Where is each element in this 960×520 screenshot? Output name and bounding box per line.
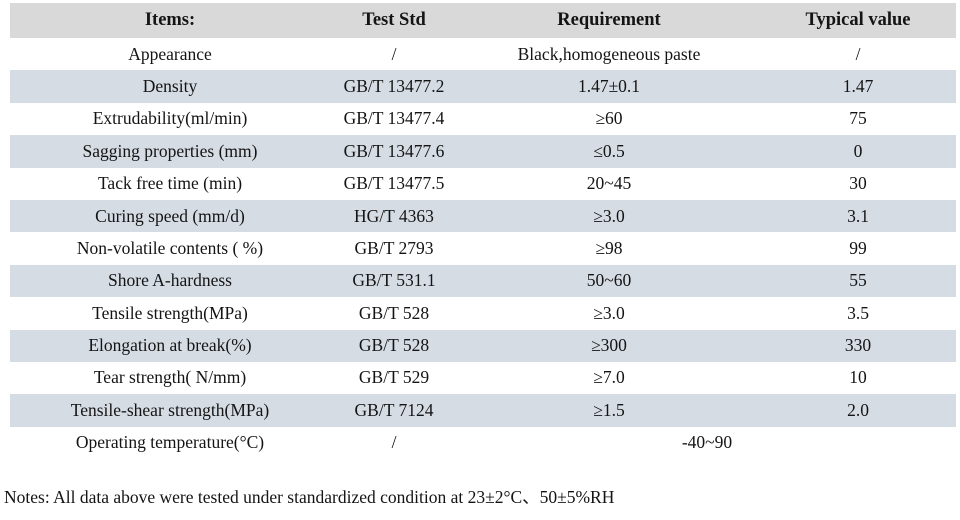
typ-cell: 10 [849,367,867,388]
typ-cell: 3.1 [760,199,956,233]
std-cell: GB/T 13477.6 [330,135,458,168]
req-cell: ≥60 [595,108,623,129]
item-cell: Appearance [128,43,212,64]
req-cell: ≥1.5 [458,394,760,427]
item-cell: Extrudability(ml/min) [92,108,248,129]
notes-text: Notes: All data above were tested under … [4,487,615,507]
std-cell: GB/T 13477.4 [343,108,445,129]
typ-cell: 1.47 [760,70,956,103]
item-cell: Shore A-hardness [10,264,330,298]
std-cell: HG/T 4363 [330,199,458,233]
std-cell: / [391,43,397,64]
col-header-typical-value: Typical value [760,3,956,38]
std-cell: GB/T 531.1 [330,264,458,298]
header-row: Items: Test Std Requirement Typical valu… [10,3,956,38]
item-cell: Non-volatile contents ( %) [76,237,264,258]
table-row: Appearance / Black,homogeneous paste / [10,38,956,70]
table-row: Tear strength( N/mm) GB/T 529 ≥7.0 10 [10,362,956,394]
req-cell: ≥3.0 [593,302,625,323]
req-cell: 50~60 [458,264,760,298]
req-cell: 1.47±0.1 [458,70,760,103]
req-cell: ≥7.0 [593,367,625,388]
typ-cell: 0 [760,135,956,168]
table-row: Tack free time (min) GB/T 13477.5 20~45 … [10,168,956,200]
item-cell: Tensile strength(MPa) [92,302,248,323]
req-cell: ≤0.5 [458,135,760,168]
item-cell: Operating temperature(°C) [75,432,265,453]
table-row: Shore A-hardness GB/T 531.1 50~60 55 [10,264,956,298]
item-cell: Tack free time (min) [97,173,243,194]
typ-cell: 30 [849,173,867,194]
item-cell: Curing speed (mm/d) [10,199,330,233]
item-cell: Elongation at break(%) [10,329,330,362]
table-row: Non-volatile contents ( %) GB/T 2793 ≥98… [10,232,956,264]
typ-cell: / [855,43,861,64]
req-cell: 20~45 [586,173,632,194]
typ-cell: 3.5 [847,302,869,323]
typ-cell: 75 [849,108,867,129]
table-row: Elongation at break(%) GB/T 528 ≥300 330 [10,329,956,362]
req-cell: ≥3.0 [458,199,760,233]
col-header-requirement: Requirement [458,3,760,38]
typ-cell: 2.0 [760,394,956,427]
req-cell: ≥300 [458,329,760,362]
std-cell: / [391,432,397,453]
req-cell: -40~90 [681,432,733,453]
item-cell: Density [10,70,330,103]
item-cell: Tensile-shear strength(MPa) [10,394,330,427]
col-header-items: Items: [10,3,330,38]
std-cell: GB/T 13477.5 [343,173,445,194]
typ-cell: 99 [849,237,867,258]
table-row: Operating temperature(°C) / -40~90 [10,427,956,459]
table-row: Density GB/T 13477.2 1.47±0.1 1.47 [10,70,956,103]
table-row: Tensile-shear strength(MPa) GB/T 7124 ≥1… [10,394,956,427]
req-cell: ≥98 [595,237,623,258]
table-row: Curing speed (mm/d) HG/T 4363 ≥3.0 3.1 [10,199,956,233]
table-row: Tensile strength(MPa) GB/T 528 ≥3.0 3.5 [10,297,956,329]
std-cell: GB/T 2793 [354,237,434,258]
typ-cell: 55 [760,264,956,298]
std-cell: GB/T 7124 [330,394,458,427]
typ-cell: 330 [760,329,956,362]
std-cell: GB/T 528 [358,302,430,323]
req-cell: Black,homogeneous paste [517,43,701,64]
spec-table: Items: Test Std Requirement Typical valu… [10,3,956,459]
table-row: Sagging properties (mm) GB/T 13477.6 ≤0.… [10,135,956,168]
item-cell: Sagging properties (mm) [10,135,330,168]
col-header-test-std: Test Std [330,3,458,38]
item-cell: Tear strength( N/mm) [93,367,247,388]
table-row: Extrudability(ml/min) GB/T 13477.4 ≥60 7… [10,103,956,135]
std-cell: GB/T 529 [358,367,430,388]
std-cell: GB/T 528 [330,329,458,362]
std-cell: GB/T 13477.2 [330,70,458,103]
